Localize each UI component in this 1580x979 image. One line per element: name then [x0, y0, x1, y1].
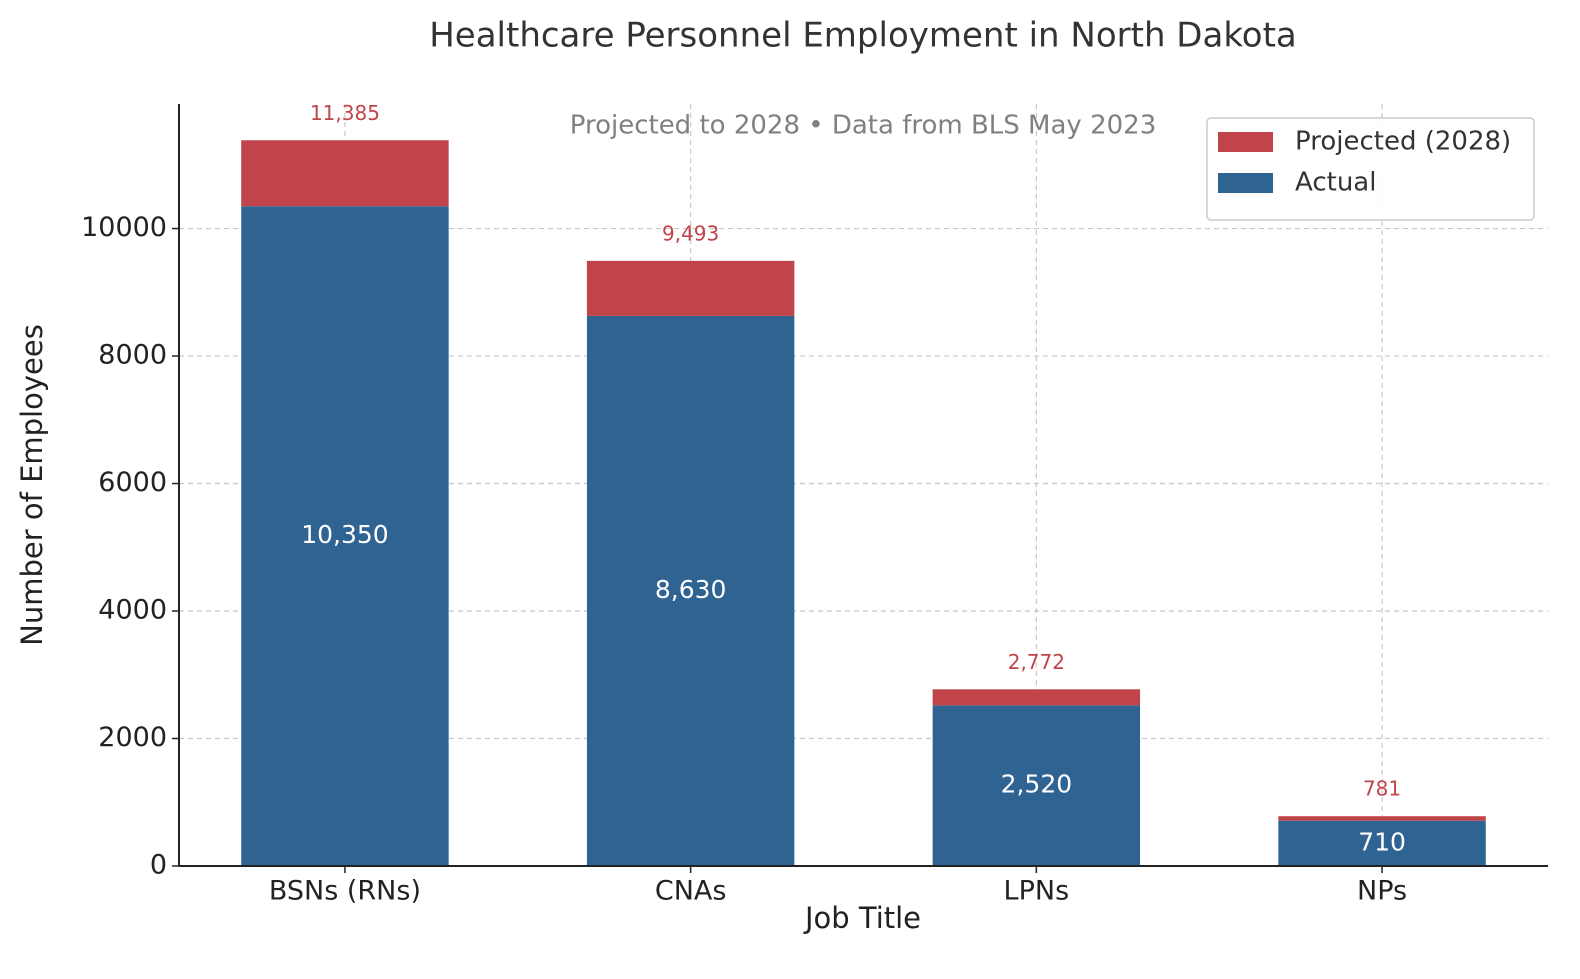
y-axis-label: Number of Employees	[15, 324, 49, 646]
value-label: 2,520	[1001, 770, 1073, 799]
chart-title: Healthcare Personnel Employment in North…	[429, 16, 1297, 56]
total-label: 9,493	[662, 221, 719, 245]
x-axis-label: Job Title	[803, 901, 921, 935]
x-tick-label: CNAs	[655, 876, 727, 907]
bar-segment	[241, 140, 449, 207]
x-tick-label: LPNs	[1004, 876, 1070, 907]
value-label: 8,630	[655, 575, 727, 604]
total-label: 11,385	[310, 101, 380, 125]
y-tick-label: 0	[150, 850, 167, 881]
bar-segment	[1278, 816, 1486, 821]
x-tick-label: BSNs (RNs)	[269, 876, 421, 907]
legend-swatch	[1218, 173, 1273, 193]
y-tick-label: 4000	[98, 595, 167, 626]
legend-box	[1206, 117, 1535, 221]
legend-label: Projected (2028)	[1295, 127, 1511, 157]
total-label: 781	[1363, 777, 1401, 801]
bar-segment	[586, 260, 795, 316]
bar-segment	[1278, 820, 1486, 866]
legend-label: Actual	[1295, 168, 1376, 198]
legend-swatch	[1218, 132, 1273, 152]
bar-segment	[586, 315, 795, 866]
bar-segment	[932, 689, 1141, 706]
bar-segment	[241, 206, 449, 866]
y-tick-label: 8000	[98, 340, 167, 371]
value-label: 10,350	[301, 520, 388, 549]
bar-segment	[932, 705, 1141, 866]
y-tick-label: 2000	[98, 722, 167, 753]
y-tick-label: 6000	[98, 467, 167, 498]
subtitle: Projected to 2028 • Data from BLS May 20…	[570, 111, 1157, 141]
legend: Projected (2028) Actual	[1206, 117, 1535, 221]
total-label: 2,772	[1008, 650, 1065, 674]
x-tick-label: NPs	[1357, 876, 1407, 907]
value-label: 710	[1358, 827, 1406, 856]
y-tick-label: 10000	[81, 212, 167, 243]
